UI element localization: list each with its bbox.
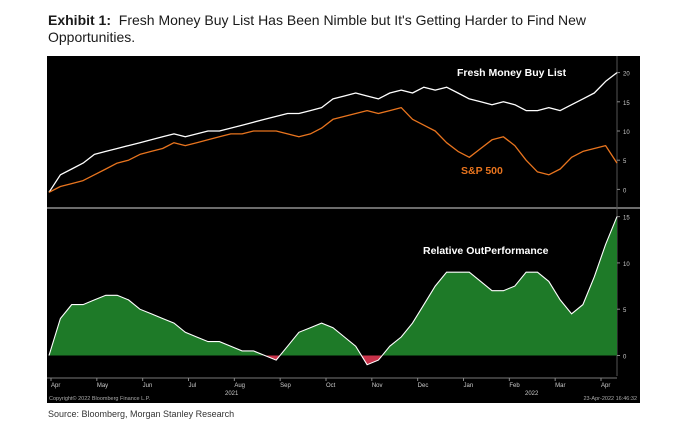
exhibit-label: Exhibit 1: bbox=[48, 12, 112, 28]
y-tick-label-bottom: 10 bbox=[623, 262, 630, 268]
year-label-2021: 2021 bbox=[225, 391, 239, 397]
x-tick-label: May bbox=[97, 383, 108, 389]
exhibit-title: Exhibit 1: Fresh Money Buy List Has Been… bbox=[48, 12, 648, 46]
y-tick-label-bottom: 0 bbox=[623, 354, 627, 360]
y-tick-label-top: 10 bbox=[623, 130, 630, 136]
chart-svg: 0 5 10 15 20 0 5 10 15 Fresh Money Buy List S&P 50… bbox=[47, 56, 640, 402]
x-tick-label: Jul bbox=[189, 383, 197, 389]
year-label-2022: 2022 bbox=[525, 391, 539, 397]
fresh-money-line bbox=[48, 72, 618, 193]
y-tick-label-top: 0 bbox=[623, 188, 627, 194]
x-tick-label: Aug bbox=[234, 383, 245, 389]
timestamp-text: 23-Apr-2022 16:46:32 bbox=[583, 396, 637, 402]
x-tick-label: Apr bbox=[51, 383, 60, 389]
x-tick-label: Jan bbox=[464, 383, 474, 389]
x-tick-label: Apr bbox=[601, 383, 610, 389]
x-tick-label: Nov bbox=[372, 383, 383, 389]
x-tick-label: Sep bbox=[280, 383, 291, 389]
outperformance-area-positive bbox=[49, 216, 617, 356]
outperformance-label: Relative OutPerformance bbox=[423, 245, 549, 257]
y-tick-label-top: 20 bbox=[623, 72, 630, 78]
chart-panel: 0 5 10 15 20 0 5 10 15 Fresh Money Buy List S&P 50… bbox=[47, 56, 640, 403]
fresh-money-label: Fresh Money Buy List bbox=[457, 67, 567, 79]
sp500-label: S&P 500 bbox=[461, 165, 503, 177]
copyright-text: Copyright© 2022 Bloomberg Finance L.P. bbox=[49, 395, 151, 402]
x-tick-label: Dec bbox=[418, 383, 429, 389]
x-tick-label: Feb bbox=[509, 383, 520, 389]
exhibit-title-text: Fresh Money Buy List Has Been Nimble but… bbox=[48, 12, 586, 45]
source-note: Source: Bloomberg, Morgan Stanley Resear… bbox=[48, 409, 235, 419]
y-tick-label-top: 5 bbox=[623, 159, 627, 165]
outperformance-line bbox=[48, 216, 618, 366]
y-tick-label-bottom: 5 bbox=[623, 308, 627, 314]
x-tick-label: Jun bbox=[143, 383, 153, 389]
sp500-line bbox=[48, 106, 618, 193]
y-tick-label-top: 15 bbox=[623, 101, 630, 107]
x-tick-label: Oct bbox=[326, 383, 336, 389]
y-tick-label-bottom: 15 bbox=[623, 216, 630, 222]
x-tick-label: Mar bbox=[555, 383, 565, 389]
